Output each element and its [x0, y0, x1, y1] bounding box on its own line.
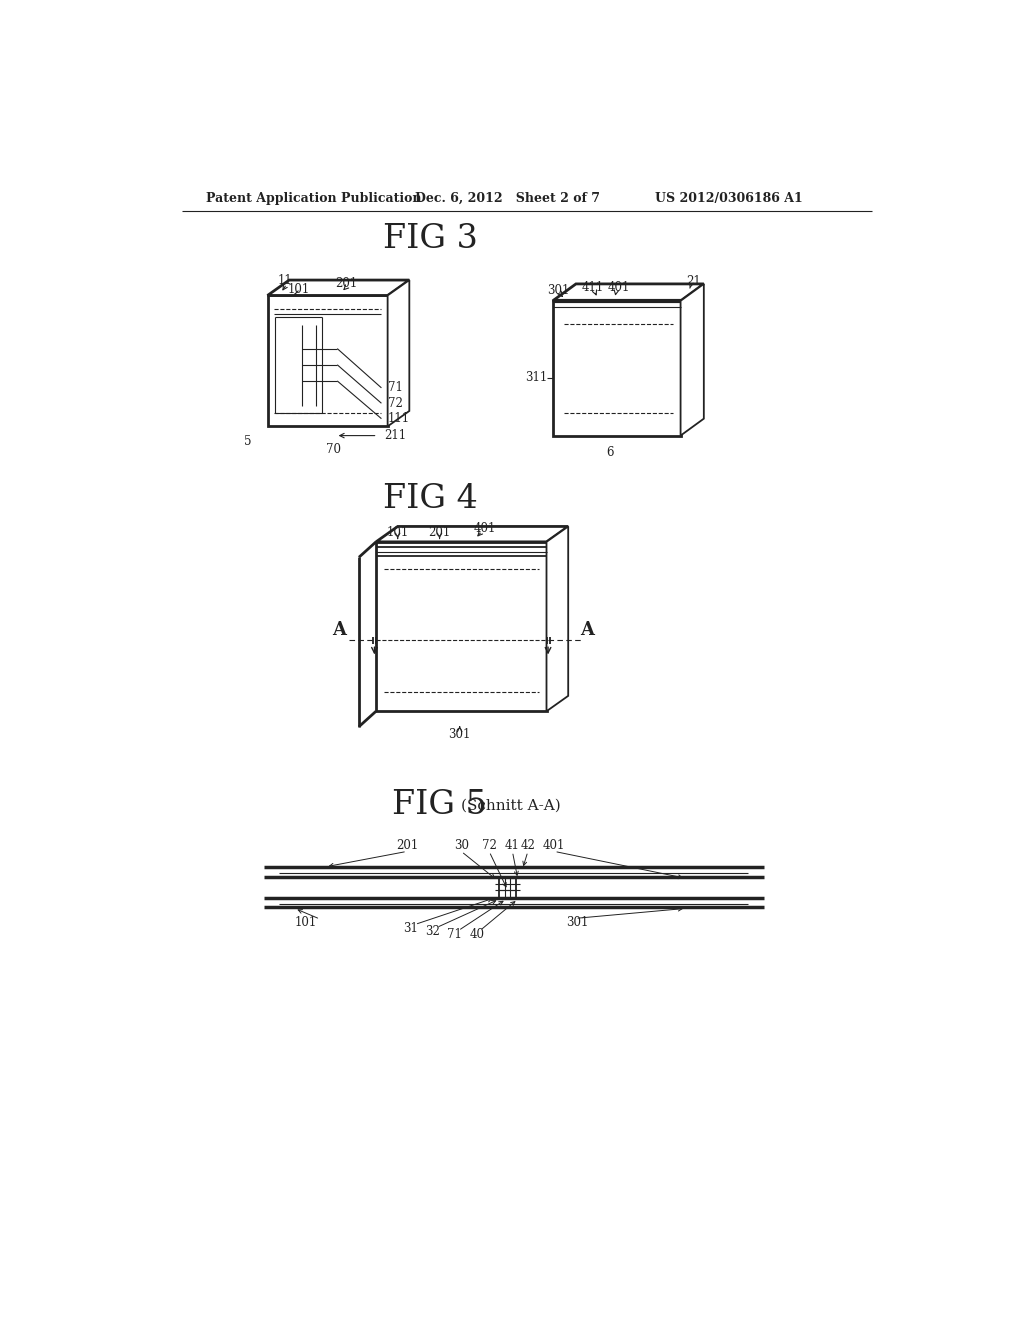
Text: 42: 42: [520, 838, 536, 851]
Text: 5: 5: [245, 436, 252, 449]
Text: 40: 40: [469, 928, 484, 941]
Text: 31: 31: [403, 921, 419, 935]
Polygon shape: [388, 280, 410, 426]
Text: 101: 101: [288, 282, 309, 296]
Text: 71: 71: [388, 381, 402, 395]
Text: Dec. 6, 2012   Sheet 2 of 7: Dec. 6, 2012 Sheet 2 of 7: [415, 191, 600, 205]
Text: 6: 6: [606, 446, 613, 459]
Text: A: A: [580, 620, 594, 639]
Text: 32: 32: [425, 925, 440, 939]
Text: 72: 72: [388, 397, 402, 409]
Text: 301: 301: [547, 284, 569, 297]
Text: 411: 411: [582, 281, 604, 294]
Polygon shape: [376, 527, 568, 543]
Text: FIG 5: FIG 5: [391, 789, 486, 821]
Text: 311: 311: [525, 371, 548, 384]
Polygon shape: [547, 527, 568, 711]
Text: 301: 301: [449, 727, 471, 741]
Polygon shape: [553, 284, 703, 301]
Text: 401: 401: [607, 281, 630, 294]
Text: 71: 71: [446, 928, 462, 941]
Text: 41: 41: [505, 838, 520, 851]
Text: 401: 401: [473, 521, 496, 535]
Text: 30: 30: [454, 838, 469, 851]
Polygon shape: [681, 284, 703, 436]
Text: US 2012/0306186 A1: US 2012/0306186 A1: [655, 191, 803, 205]
Polygon shape: [376, 543, 547, 711]
Text: 111: 111: [388, 412, 410, 425]
Text: 211: 211: [384, 429, 406, 442]
Text: 11: 11: [278, 273, 292, 286]
Text: 101: 101: [295, 916, 317, 929]
Text: 70: 70: [326, 444, 341, 455]
Text: 201: 201: [428, 527, 451, 539]
Text: FIG 4: FIG 4: [383, 483, 477, 515]
Text: FIG 3: FIG 3: [383, 223, 477, 255]
Text: 201: 201: [396, 838, 418, 851]
Text: 301: 301: [566, 916, 589, 929]
Polygon shape: [267, 296, 388, 426]
Text: Patent Application Publication: Patent Application Publication: [206, 191, 421, 205]
Text: 401: 401: [543, 838, 565, 851]
Polygon shape: [553, 301, 681, 436]
Text: 101: 101: [387, 527, 409, 539]
Polygon shape: [267, 280, 410, 296]
Text: 21: 21: [686, 275, 701, 288]
Text: 201: 201: [336, 277, 357, 289]
Text: (Schnitt A-A): (Schnitt A-A): [461, 799, 561, 812]
Text: A: A: [332, 620, 346, 639]
Text: 72: 72: [481, 838, 497, 851]
